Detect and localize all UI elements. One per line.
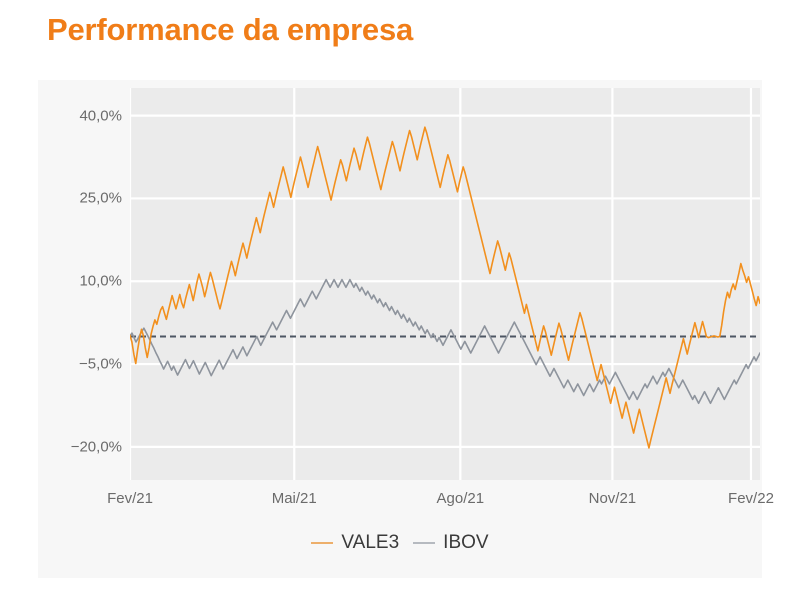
legend-item-ibov[interactable]: IBOV: [413, 532, 489, 554]
y-tick-label: −5,0%: [79, 355, 122, 373]
y-tick-label: 25,0%: [79, 189, 122, 207]
legend-label-vale3: VALE3: [341, 532, 400, 553]
y-tick-label: 40,0%: [79, 107, 122, 125]
chart-panel: 40,0% 25,0% 10,0% −5,0% −20,0% Fev/21 Mai/21 A…: [38, 80, 774, 578]
y-tick-label: −20,0%: [70, 438, 122, 456]
plot-area: [130, 88, 760, 480]
y-tick-label: 10,0%: [79, 272, 122, 290]
legend-swatch-ibov: [413, 542, 436, 544]
series-line-ibov: [130, 278, 760, 405]
legend-item-vale3[interactable]: VALE3: [311, 532, 399, 554]
legend-label-ibov: IBOV: [443, 532, 489, 553]
x-tick-label: Fev/21: [107, 490, 153, 507]
page-title: Performance da empresa: [47, 12, 414, 47]
x-tick-label: Fev/22: [728, 490, 774, 507]
x-tick-label: Mai/21: [271, 490, 317, 507]
x-tick-label: Nov/21: [588, 490, 637, 507]
chart-plot-svg: [130, 88, 760, 480]
legend-swatch-vale3: [311, 542, 334, 544]
series-line-vale3: [130, 126, 760, 449]
x-tick-label: Ago/21: [436, 490, 485, 507]
chart-legend: VALE3 IBOV: [38, 532, 762, 554]
